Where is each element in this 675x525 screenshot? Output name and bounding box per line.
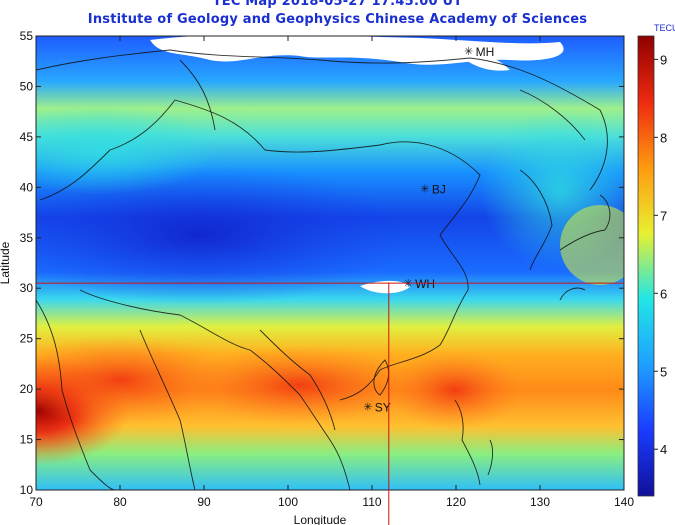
y-tick-label: 40 [20,180,34,194]
x-tick-label: 90 [197,495,211,509]
colorbar-tick-label: 8 [660,130,667,145]
y-tick-label: 55 [20,29,34,43]
y-tick-label: 35 [20,231,34,245]
station-markers: ✳ MH✳ BJ✳ WH✳ SY [363,45,494,414]
station-marker: ✳ [420,183,429,195]
colorbar-tick-label: 7 [660,208,667,223]
y-axis-label: Latitude [0,241,12,284]
y-tick-label: 10 [20,483,34,497]
station-marker: ✳ [363,401,372,413]
station-label: MH [476,45,495,59]
colorbar-tick-label: 4 [660,442,667,457]
colorbar-tick-label: 9 [660,52,667,67]
y-tick-label: 45 [20,130,34,144]
colorbar: TECU [637,23,675,497]
tec-field [36,36,624,490]
crosshair [36,282,624,525]
x-tick-label: 130 [530,495,550,509]
colorbar-label: TECU [654,23,675,33]
y-tick-label: 30 [20,281,34,295]
colorbar-tick-label: 5 [660,364,667,379]
x-tick-label: 70 [29,495,43,509]
x-tick-label: 100 [278,495,298,509]
x-tick-label: 120 [446,495,466,509]
station-marker: ✳ [464,46,473,58]
x-tick-label: 140 [614,495,634,509]
colorbar-ticks: 4 5 6 7 8 9 [654,52,667,457]
x-axis-ticks: 70 80 90 100 110 120 130 140 [29,36,634,509]
map-subtitle: Institute of Geology and Geophysics Chin… [87,12,588,27]
station-label: SY [375,400,391,414]
y-tick-label: 50 [20,79,34,93]
y-tick-label: 25 [20,332,34,346]
plot-frame [35,35,625,491]
y-axis-ticks: 10 15 20 25 30 35 40 45 50 55 [20,29,624,497]
station-label: WH [415,277,435,291]
map-title: TEC Map 2018-05-27 17:45:00 UT [212,0,463,9]
station-label: BJ [432,182,446,196]
station-marker: ✳ [404,278,413,290]
x-tick-label: 110 [362,495,381,509]
colorbar-tick-label: 6 [660,286,667,301]
y-tick-label: 20 [20,382,34,396]
x-tick-label: 80 [113,495,127,509]
x-axis-label: Longitude [294,513,347,525]
y-tick-label: 15 [20,433,34,447]
